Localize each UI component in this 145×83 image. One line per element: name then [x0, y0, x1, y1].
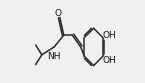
Text: NH: NH — [47, 52, 61, 61]
Text: OH: OH — [102, 56, 116, 65]
Text: OH: OH — [102, 31, 116, 40]
Text: O: O — [55, 9, 62, 18]
